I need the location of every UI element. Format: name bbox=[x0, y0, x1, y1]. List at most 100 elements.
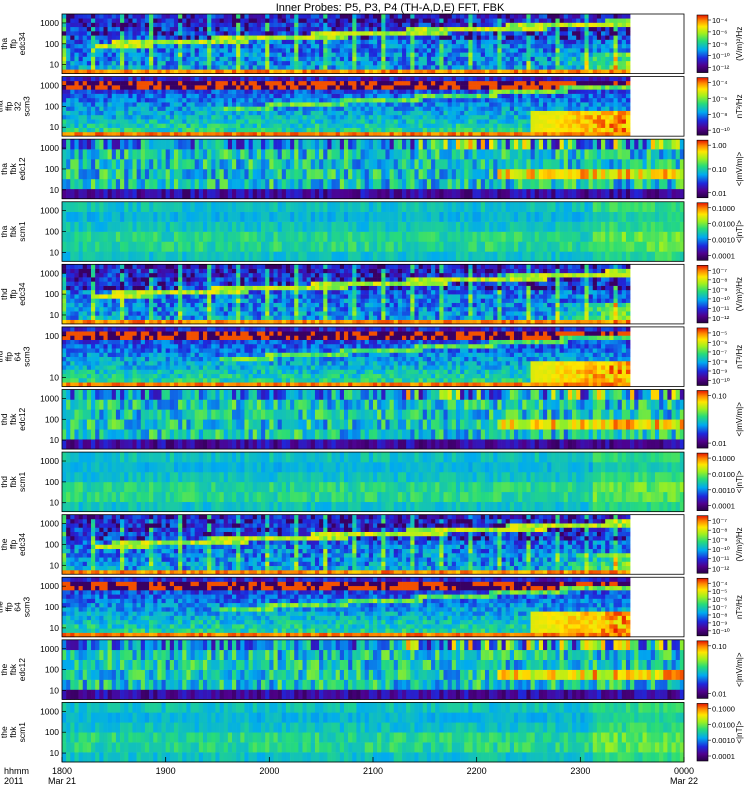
spectrogram-cell bbox=[609, 119, 613, 124]
spectrogram-cell bbox=[91, 169, 95, 179]
spectrogram-cell bbox=[336, 111, 340, 116]
spectrogram-cell bbox=[62, 179, 66, 189]
spectrogram-cell bbox=[580, 52, 584, 57]
spectrogram-cell bbox=[560, 149, 564, 159]
spectrogram-cell bbox=[572, 94, 576, 99]
spectrogram-cell bbox=[203, 106, 207, 111]
spectrogram-cell bbox=[327, 159, 331, 169]
spectrogram-cell bbox=[265, 77, 269, 82]
spectrogram-cell bbox=[112, 251, 116, 261]
spectrogram-cell bbox=[224, 81, 228, 86]
spectrogram-cell bbox=[535, 159, 539, 169]
spectrogram-cell bbox=[522, 149, 526, 159]
spectrogram-cell bbox=[103, 52, 107, 57]
spectrogram-cell bbox=[464, 123, 468, 128]
spectrogram-cell bbox=[269, 61, 273, 66]
spectrogram-cell bbox=[477, 111, 481, 116]
spectrogram-cell bbox=[464, 119, 468, 124]
spectrogram-cell bbox=[149, 18, 153, 23]
spectrogram-cell bbox=[157, 48, 161, 53]
spectrogram-cell bbox=[443, 189, 447, 199]
spectrogram-cell bbox=[365, 123, 369, 128]
spectrogram-cell bbox=[166, 251, 170, 261]
spectrogram-cell bbox=[564, 18, 568, 23]
spectrogram-cell bbox=[286, 18, 290, 23]
spectrogram-cell bbox=[605, 65, 609, 70]
spectrogram-cell bbox=[576, 65, 580, 70]
spectrogram-cell bbox=[170, 202, 174, 212]
spectrogram-cell bbox=[261, 89, 265, 94]
spectrogram-cell bbox=[323, 139, 327, 149]
spectrogram-cell bbox=[303, 169, 307, 179]
spectrogram-cell bbox=[244, 40, 248, 45]
spectrogram-cell bbox=[332, 65, 336, 70]
spectrogram-cell bbox=[369, 102, 373, 107]
spectrogram-cell bbox=[589, 102, 593, 107]
spectrogram-cell bbox=[522, 85, 526, 90]
spectrogram-cell bbox=[79, 189, 83, 199]
spectrogram-cell bbox=[137, 89, 141, 94]
spectrogram-cell bbox=[522, 31, 526, 36]
spectrogram-cell bbox=[514, 57, 518, 62]
spectrogram-cell bbox=[460, 179, 464, 189]
spectrogram-cell bbox=[377, 169, 381, 179]
spectrogram-cell bbox=[99, 77, 103, 82]
spectrogram-cell bbox=[547, 128, 551, 133]
spectrogram-cell bbox=[332, 44, 336, 49]
spectrogram-cell bbox=[141, 189, 145, 199]
spectrogram-cell bbox=[132, 27, 136, 32]
colorbar-tick-label: 10⁻⁴ bbox=[712, 16, 728, 25]
spectrogram-cell bbox=[493, 57, 497, 62]
spectrogram-cell bbox=[137, 81, 141, 86]
spectrogram-cell bbox=[278, 31, 282, 36]
spectrogram-cell bbox=[315, 102, 319, 107]
spectrogram-cell bbox=[555, 23, 559, 28]
spectrogram-cell bbox=[526, 149, 530, 159]
spectrogram-cell bbox=[414, 123, 418, 128]
spectrogram-cell bbox=[236, 159, 240, 169]
spectrogram-cell bbox=[116, 14, 120, 19]
spectrogram-cell bbox=[502, 111, 506, 116]
spectrogram-cell bbox=[464, 35, 468, 40]
spectrogram-cell bbox=[589, 119, 593, 124]
spectrogram-cell bbox=[381, 128, 385, 133]
spectrogram-cell bbox=[626, 119, 630, 124]
spectrogram-cell bbox=[83, 212, 87, 222]
spectrogram-cell bbox=[502, 85, 506, 90]
spectrogram-cell bbox=[74, 222, 78, 232]
spectrogram-cell bbox=[303, 123, 307, 128]
spectrogram-cell bbox=[622, 189, 626, 199]
spectrogram-cell bbox=[278, 81, 282, 86]
spectrogram-cell bbox=[87, 119, 91, 124]
spectrogram-cell bbox=[195, 139, 199, 149]
spectrogram-cell bbox=[340, 27, 344, 32]
spectrogram-cell bbox=[502, 115, 506, 120]
spectrogram-cell bbox=[232, 159, 236, 169]
spectrogram-cell bbox=[286, 169, 290, 179]
spectrogram-cell bbox=[435, 40, 439, 45]
spectrogram-cell bbox=[145, 102, 149, 107]
spectrogram-cell bbox=[79, 149, 83, 159]
spectrogram-cell bbox=[62, 77, 66, 82]
spectrogram-cell bbox=[522, 61, 526, 66]
spectrogram-cell bbox=[560, 52, 564, 57]
spectrogram-cell bbox=[435, 128, 439, 133]
spectrogram-cell bbox=[145, 94, 149, 99]
y-tick-label: 10 bbox=[50, 122, 60, 132]
spectrogram-cell bbox=[149, 102, 153, 107]
spectrogram-cell bbox=[535, 123, 539, 128]
spectrogram-cell bbox=[145, 44, 149, 49]
spectrogram-cell bbox=[74, 169, 78, 179]
spectrogram-cell bbox=[580, 139, 584, 149]
spectrogram-cell bbox=[493, 128, 497, 133]
spectrogram-cell bbox=[307, 85, 311, 90]
spectrogram-cell bbox=[220, 179, 224, 189]
spectrogram-cell bbox=[406, 57, 410, 62]
spectrogram-cell bbox=[145, 128, 149, 133]
spectrogram-cell bbox=[70, 52, 74, 57]
spectrogram-cell bbox=[439, 179, 443, 189]
spectrogram-cell bbox=[340, 31, 344, 36]
spectrogram-cell bbox=[257, 139, 261, 149]
spectrogram-cell bbox=[66, 119, 70, 124]
spectrogram-cell bbox=[79, 139, 83, 149]
